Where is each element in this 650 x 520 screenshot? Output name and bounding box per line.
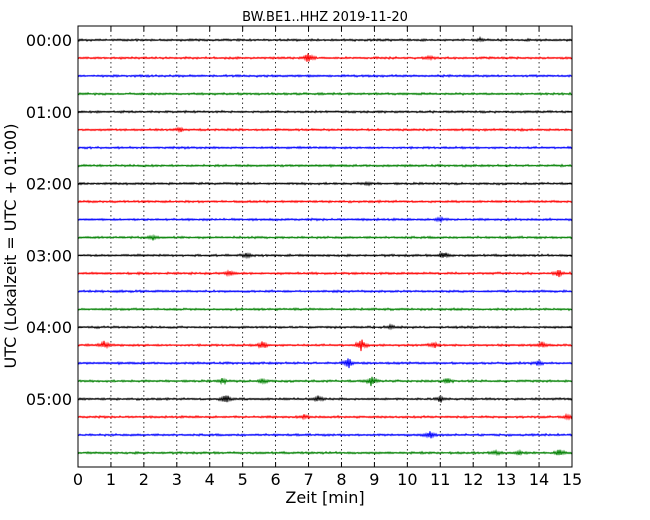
- trace-0045: [77, 91, 573, 96]
- trace-0230: [77, 215, 573, 224]
- trace-0030: [77, 73, 573, 79]
- x-tick-label: 3: [172, 470, 182, 489]
- x-tick-label: 5: [238, 470, 248, 489]
- y-tick-label: 05:00: [26, 390, 72, 409]
- y-axis-label: UTC (Lokalzeit = UTC + 01:00): [1, 124, 20, 369]
- trace-0500: [77, 395, 573, 403]
- trace-0530: [77, 431, 573, 439]
- trace-0515: [77, 412, 573, 421]
- x-axis-label: Zeit [min]: [285, 488, 364, 507]
- trace-0315: [77, 269, 573, 278]
- trace-0145: [77, 163, 573, 168]
- x-tick-label: 12: [463, 470, 483, 489]
- trace-0115: [77, 126, 573, 134]
- y-tick-label: 02:00: [26, 175, 72, 194]
- y-tick-label: 03:00: [26, 246, 72, 265]
- trace-0345: [77, 306, 573, 312]
- trace-0000: [77, 36, 573, 43]
- x-tick-label: 7: [303, 470, 313, 489]
- grid: [110, 26, 540, 467]
- trace-0130: [77, 145, 573, 150]
- plot-frame: [77, 25, 573, 468]
- trace-0200: [77, 180, 573, 187]
- y-tick-label: 00:00: [26, 31, 72, 50]
- trace-0215: [77, 199, 573, 204]
- y-tick-label: 04:00: [26, 318, 72, 337]
- trace-0545: [77, 449, 573, 457]
- trace-0400: [77, 323, 573, 331]
- x-tick-label: 15: [562, 470, 582, 489]
- ticks: 0 1 2 3 4 5 6 7 8 9 10 11 12 13 14 1500:0001:0002:0003:…: [26, 26, 582, 489]
- x-tick-label: 4: [205, 470, 215, 489]
- x-tick-label: 11: [430, 470, 450, 489]
- y-tick-label: 01:00: [26, 103, 72, 122]
- traces: [77, 36, 573, 457]
- x-tick-label: 1: [106, 470, 116, 489]
- trace-0445: [77, 376, 573, 387]
- x-tick-label: 10: [397, 470, 417, 489]
- x-tick-label: 8: [336, 470, 346, 489]
- chart-title: BW.BE1..HHZ 2019-11-20: [242, 10, 408, 25]
- x-tick-label: 13: [496, 470, 516, 489]
- trace-0430: [77, 358, 573, 369]
- trace-0300: [77, 252, 573, 260]
- trace-0415: [77, 339, 573, 352]
- x-tick-label: 6: [271, 470, 281, 489]
- x-tick-label: 14: [529, 470, 549, 489]
- trace-0245: [77, 234, 573, 241]
- trace-0015: [77, 53, 573, 62]
- x-tick-label: 2: [139, 470, 149, 489]
- x-tick-label: 9: [369, 470, 379, 489]
- trace-0330: [77, 289, 573, 294]
- trace-0100: [77, 109, 573, 114]
- x-tick-label: 0: [73, 470, 83, 489]
